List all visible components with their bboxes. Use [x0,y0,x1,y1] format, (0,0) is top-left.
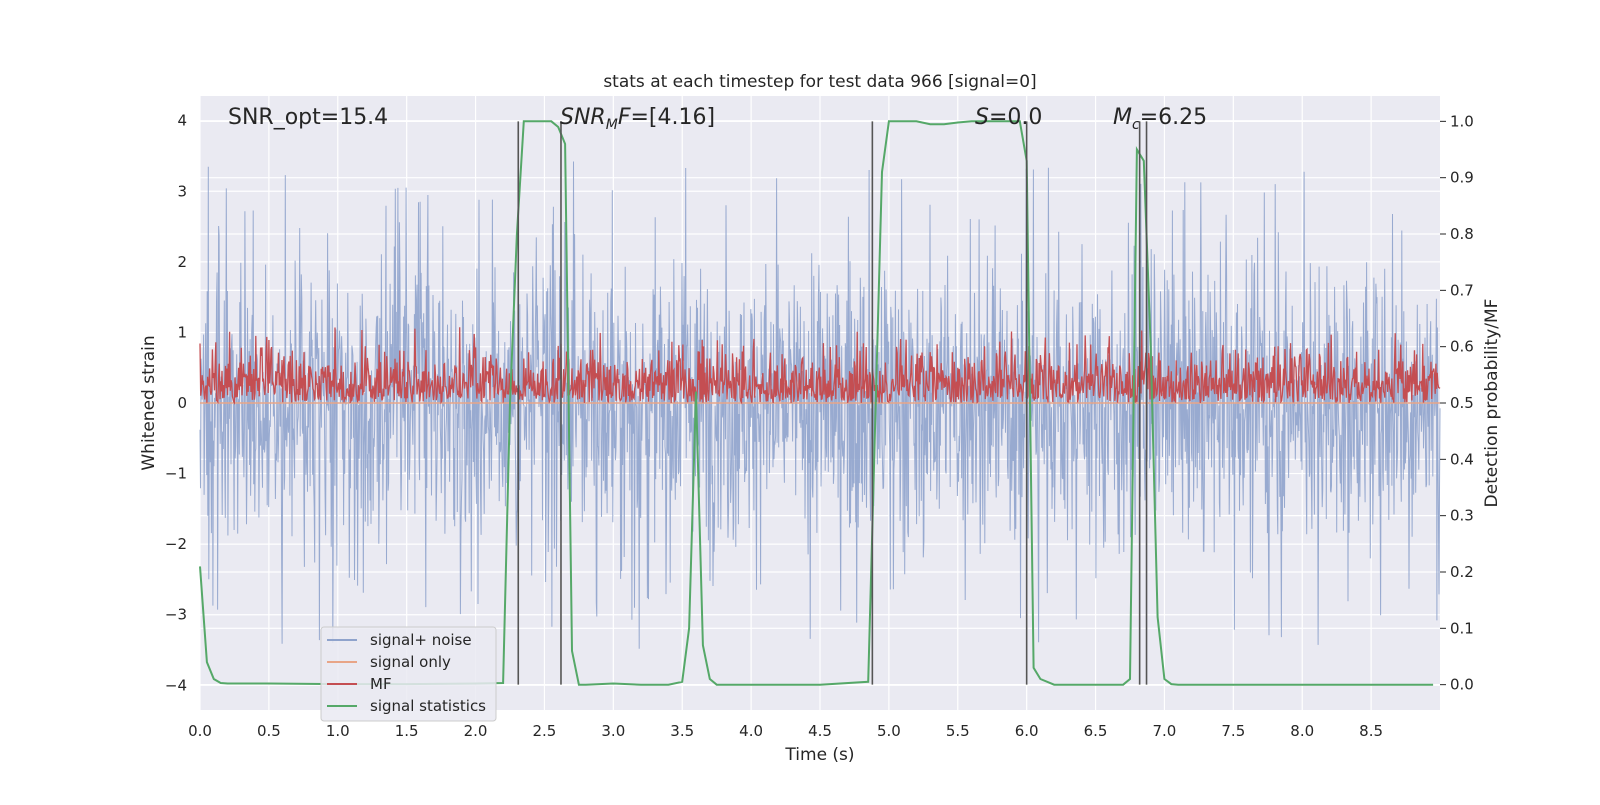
y2-tick-label: 1.0 [1450,112,1474,130]
legend-label-noise: signal+ noise [370,631,472,649]
y-axis-label: Whitened strain [139,335,159,470]
tick-labels: 0.0 0.5 1.0 1.5 2.0 2.5 3.0 3.5 4.0 4.5 5.0 5.5 6.0 6… [165,112,1474,740]
y2-tick-label: 0.5 [1450,394,1474,412]
x-tick-label: 4.0 [739,722,763,740]
y-tick-label: −3 [165,606,187,624]
x-tick-label: 7.5 [1221,722,1245,740]
legend-label-signal-only: signal only [370,653,451,671]
x-tick-label: 2.5 [533,722,557,740]
y-tick-label: 4 [177,112,187,130]
y2-tick-label: 0.0 [1450,676,1474,694]
y2-tick-label: 0.1 [1450,619,1474,637]
y2-tick-label: 0.2 [1450,563,1474,581]
x-tick-label: 6.0 [1015,722,1039,740]
chart-title: stats at each timestep for test data 966… [603,72,1036,92]
y2-tick-label: 0.4 [1450,450,1474,468]
x-tick-label: 5.0 [877,722,901,740]
vertical-lines [517,121,1148,685]
x-tick-label: 5.5 [946,722,970,740]
mc-annotation: Mc=6.25 [1113,105,1207,133]
x-tick-label: 1.5 [395,722,419,740]
x-tick-label: 3.0 [601,722,625,740]
s-annotation: S=0.0 [975,105,1042,130]
y2-tick-label: 0.7 [1450,281,1474,299]
mf-series [199,327,1441,405]
y-tick-label: −1 [165,465,187,483]
y2-axis-label: Detection probability/MF [1482,299,1502,508]
y-tick-label: −4 [165,676,187,694]
legend: signal+ noise signal only MF signal stat… [320,626,497,722]
y-tick-label: 0 [177,394,187,412]
x-tick-label: 0.0 [188,722,212,740]
x-tick-label: 7.0 [1153,722,1177,740]
y2-tick-label: 0.3 [1450,507,1474,525]
signal-statistics-line [199,120,1434,686]
mf-line [199,327,1441,405]
y-tick-label: 1 [177,323,187,341]
statistics-series [199,120,1434,686]
x-tick-label: 6.5 [1084,722,1108,740]
y2-tick-label: 0.8 [1450,225,1474,243]
y2-tick-label: 0.9 [1450,169,1474,187]
snr-mf-annotation: SNRMF=[4.16] [560,105,715,133]
y-tick-label: −2 [165,535,187,553]
x-tick-label: 8.0 [1290,722,1314,740]
x-tick-label: 2.0 [464,722,488,740]
x-tick-label: 0.5 [257,722,281,740]
x-axis-label: Time (s) [784,745,854,765]
noise-line [199,161,1441,649]
noise-series [199,161,1441,649]
y-tick-label: 3 [177,182,187,200]
x-tick-label: 3.5 [670,722,694,740]
x-tick-label: 4.5 [808,722,832,740]
y2-tick-label: 0.6 [1450,338,1474,356]
x-tick-label: 8.5 [1359,722,1383,740]
snr-opt-annotation: SNR_opt=15.4 [228,105,388,130]
y-tick-label: 2 [177,253,187,271]
legend-label-mf: MF [370,675,392,693]
legend-label-statistics: signal statistics [370,697,486,715]
x-tick-label: 1.0 [326,722,350,740]
legend-box [320,626,497,722]
